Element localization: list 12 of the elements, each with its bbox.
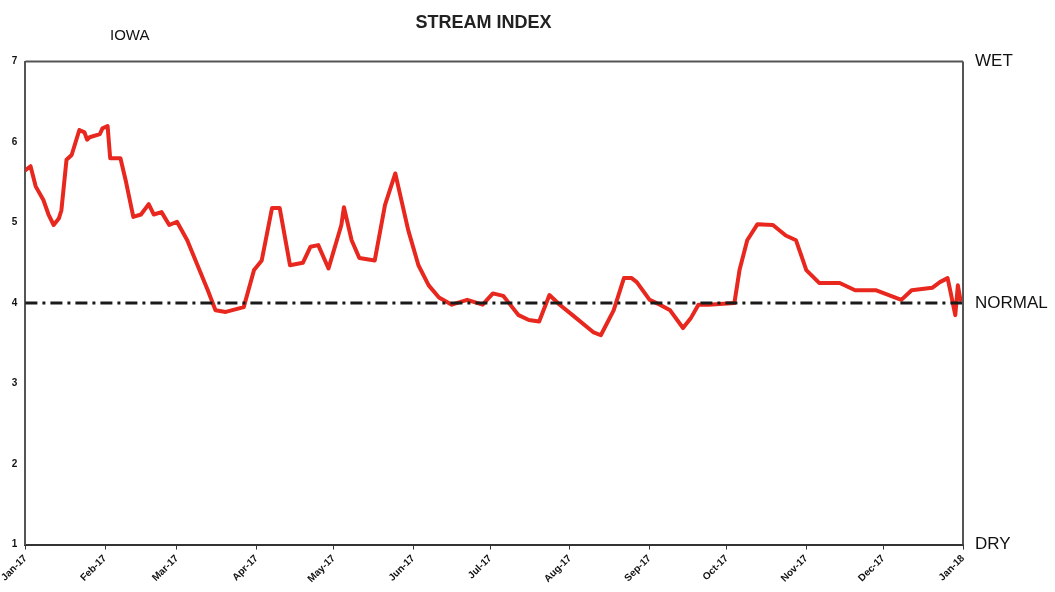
- chart-title: STREAM INDEX: [415, 11, 552, 32]
- y-tick-label: 6: [11, 135, 18, 147]
- y-tick-label: 3: [11, 377, 18, 389]
- y-tick-label: 5: [11, 216, 18, 228]
- text: WET: [975, 51, 1013, 71]
- text: DRY: [975, 534, 1011, 554]
- ref-line-label: NORMAL: [975, 292, 1048, 312]
- y-tick-label: 4: [11, 296, 18, 308]
- y-tick-label: 1: [11, 538, 18, 550]
- y-tick-label: 7: [11, 55, 18, 67]
- text: IOWA: [110, 26, 150, 43]
- y-tick-label: 2: [11, 457, 18, 469]
